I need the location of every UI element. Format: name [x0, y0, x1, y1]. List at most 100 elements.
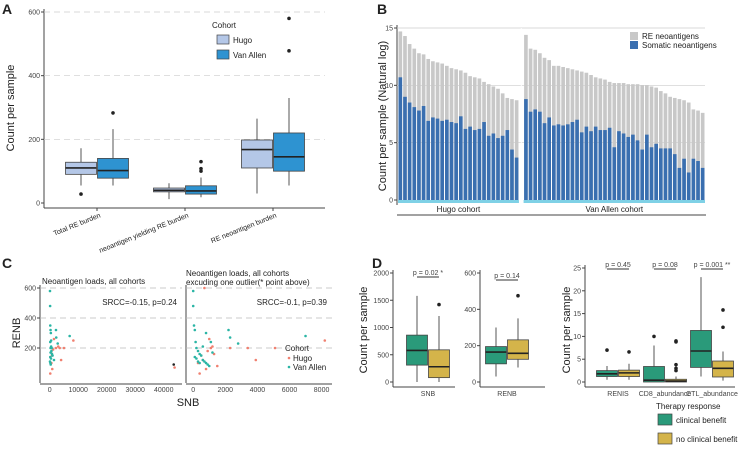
bar-somatic: [686, 172, 691, 200]
x-tick-label: RE neoantigen burden: [210, 212, 278, 245]
bar-somatic: [556, 124, 561, 200]
bar-somatic: [668, 148, 672, 200]
legend-marker: [287, 365, 291, 369]
x-tick-label: RENB: [497, 391, 517, 398]
legend-title: Therapy response: [656, 402, 721, 411]
cohort-label: Hugo cohort: [437, 205, 481, 214]
x-tick-label: 20000: [97, 387, 117, 394]
scatter-point-hugo: [207, 337, 211, 341]
bar-somatic: [658, 148, 663, 200]
x-tick-label: 2000: [218, 387, 234, 394]
box: [241, 139, 273, 169]
scatter-point-hugo: [323, 339, 327, 342]
cohort-strip: [398, 200, 519, 203]
correlation-annotation: SRCC=-0.15, p=0.24: [102, 298, 177, 307]
x-tick-label: 10000: [68, 387, 88, 394]
bar-re: [663, 93, 668, 200]
bar-somatic: [589, 131, 593, 200]
bar-somatic: [454, 123, 458, 200]
scatter-point-hugo: [62, 346, 66, 350]
y-tick-label: 20: [573, 288, 581, 295]
x-tick-label: 40000: [154, 387, 174, 394]
panel-label-b: B: [377, 1, 387, 17]
bar-somatic: [593, 126, 598, 200]
outlier-point: [605, 348, 609, 352]
legend-label: no clinical benefit: [676, 435, 738, 444]
box: [273, 132, 305, 172]
outlier-point: [721, 325, 725, 330]
scatter-point-hugo: [204, 367, 208, 371]
bar-somatic: [654, 143, 658, 200]
bar-somatic: [603, 130, 607, 200]
y-tick-label: 400: [28, 73, 40, 80]
bar-re: [691, 109, 696, 200]
y-tick-label: 10: [385, 83, 393, 90]
y-tick-label: 600: [464, 271, 476, 278]
box-clinical-benefit: [690, 277, 712, 377]
bar-somatic: [398, 77, 403, 200]
scatter-point-van-allen: [52, 358, 56, 362]
y-tick-label: 0: [385, 380, 389, 387]
bar-somatic: [491, 133, 496, 200]
p-value-label: p = 0.45: [605, 262, 631, 269]
y-tick-label: 1500: [373, 298, 389, 305]
bar-somatic: [696, 161, 700, 200]
y-tick-label: 600: [24, 286, 36, 293]
y-tick-label: 15: [573, 311, 581, 318]
legend-label: Hugo: [233, 36, 253, 45]
box-hugo: [65, 148, 97, 196]
y-axis-label: Count per sample: [5, 65, 17, 152]
y-axis-label: RENB: [11, 318, 23, 349]
bar-somatic: [510, 149, 514, 200]
y-tick-label: 200: [24, 346, 36, 353]
scatter-point-van-allen: [48, 324, 52, 327]
scatter-point-van-allen: [191, 289, 195, 293]
y-tick-label: 0: [389, 198, 393, 205]
bar-somatic: [477, 128, 482, 200]
box: [690, 330, 712, 368]
x-tick-label: 4000: [250, 387, 266, 394]
legend-marker: [287, 356, 291, 360]
outlier-point: [437, 302, 441, 307]
bar-somatic: [584, 126, 589, 200]
box-hugo: [241, 118, 273, 194]
legend-swatch: [630, 32, 638, 40]
scatter-point-van-allen: [193, 328, 197, 332]
bar-re: [677, 99, 682, 200]
bar-re: [514, 100, 519, 200]
scatter-point-hugo: [50, 367, 54, 371]
bar-somatic: [514, 157, 519, 200]
bar-somatic: [403, 96, 407, 200]
bar-re: [700, 112, 705, 200]
bar-somatic: [579, 132, 584, 200]
correlation-annotation: SRCC=-0.1, p=0.39: [257, 298, 328, 307]
bar-somatic: [496, 138, 500, 200]
outlier-point: [674, 362, 678, 367]
bar-re: [640, 85, 645, 200]
box-no-clinical-benefit: [618, 350, 640, 380]
scatter-point-van-allen: [228, 336, 232, 339]
scatter-point-van-allen: [56, 342, 59, 345]
y-tick-label: 400: [464, 307, 476, 314]
y-tick-label: 1000: [373, 325, 389, 332]
bar-somatic: [431, 117, 435, 200]
y-tick-label: 15: [385, 26, 393, 33]
bar-somatic: [626, 136, 631, 200]
p-value-label: p = 0.14: [494, 273, 520, 280]
bar-re: [682, 100, 686, 200]
bar-somatic: [552, 125, 556, 200]
y-tick-label: 400: [24, 316, 36, 323]
x-tick-label: 8000: [314, 387, 330, 394]
scatter-point-van-allen: [196, 349, 200, 353]
box: [428, 349, 450, 379]
x-tick-label: Total RE burden: [53, 212, 102, 237]
scatter-point-van-allen: [209, 340, 213, 344]
y-tick-label: 0: [577, 380, 581, 387]
bar-somatic: [682, 158, 686, 200]
outlier-point: [516, 293, 520, 298]
legend-label: RE neoantigens: [642, 32, 699, 41]
x-tick-label: CTL_abundance: [686, 391, 738, 398]
legend-swatch: [216, 34, 230, 45]
bar-somatic: [700, 167, 705, 200]
